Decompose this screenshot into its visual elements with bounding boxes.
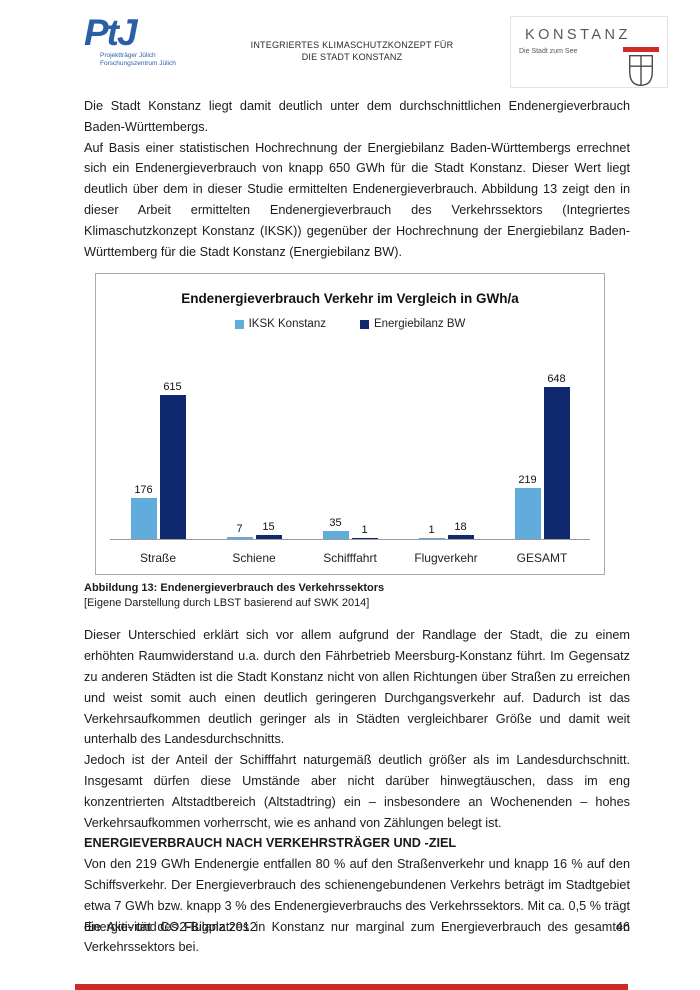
bar-value-label: 219 [518,474,537,487]
bar [514,488,541,540]
section-heading: ENERGIEVERBRAUCH NACH VERKEHRSTRÄGER UND… [84,836,457,851]
bar-wrap: 18 [447,521,474,540]
bar-value-label: 615 [163,381,182,394]
bar [255,535,282,540]
bar-value-label: 1 [361,524,368,537]
legend-label: IKSK Konstanz [248,318,326,331]
bar-wrap: 35 [322,517,349,540]
bar-wrap: 15 [255,521,282,540]
bar [226,537,253,540]
bar-group: 35 1 [302,364,398,540]
page-footer: Energie- und CO2-Bilanz 2012 46 [84,920,630,934]
shield-icon [629,54,653,86]
category-label: Flugverkehr [414,551,478,566]
bottom-accent-bar [75,984,628,990]
bar-group: 219 648 [494,364,590,540]
bar-wrap: 7 [226,523,253,540]
chart-categories: Straße Schiene Schifffahrt Flugverkehr GESAM… [110,551,590,565]
footer-document-title: Energie- und CO2-Bilanz 2012 [84,920,257,934]
bar-wrap: 648 [543,373,570,540]
header-title-line1: INTEGRIERTES KLIMASCHUTZKONZEPT FÜR [250,40,454,50]
category-label: Schifffahrt [323,551,377,566]
ptj-logo-line1: Projektträger Jülich [100,52,156,59]
figure-caption-title: Abbildung 13: Endenergieverbrauch des Ve… [84,582,385,595]
bar [351,538,378,540]
figure-caption-source: [Eigene Darstellung durch LBST basierend… [84,597,370,610]
chart-plot: 176 615 7 15 35 1 1 18 219 648 [110,364,590,541]
ptj-logo: PtJ Projektträger Jülich Forschungszentr… [84,12,194,68]
bar-wrap: 1 [351,524,378,540]
konstanz-shield-icon [623,47,659,87]
konstanz-logo-name: KONSTANZ [525,27,631,43]
bar-value-label: 176 [134,484,153,497]
konstanz-logo-tagline: Die Stadt zum See [519,48,578,55]
bar-chart: Endenergieverbrauch Verkehr im Vergleich… [95,273,605,576]
bar-value-label: 1 [428,524,435,537]
bar [447,535,474,540]
bar [130,498,157,540]
header-title-line2: DIE STADT KONSTANZ [301,51,403,62]
legend-label: Energiebilanz BW [373,318,466,331]
paragraph-1: Die Stadt Konstanz liegt damit deutlich … [84,99,630,134]
bar-value-label: 648 [547,373,566,386]
bar-wrap: 1 [418,524,445,540]
ptj-logo-subtext: Projektträger Jülich Forschungszentrum J… [100,52,194,68]
bar-group: 1 18 [398,364,494,540]
bar-wrap: 219 [514,474,541,540]
legend-swatch-icon [359,319,369,329]
category-label: GESAMT [516,551,568,566]
bar [543,387,570,540]
bar [418,538,445,540]
konstanz-logo: KONSTANZ Die Stadt zum See [510,16,668,88]
page-content: Die Stadt Konstanz liegt damit deutlich … [0,96,700,958]
ptj-logo-line2: Forschungszentrum Jülich [100,60,176,67]
legend-item: IKSK Konstanz [234,318,326,331]
category-label: Schiene [232,551,276,566]
bar-value-label: 15 [262,521,275,534]
paragraph-4: Jedoch ist der Anteil der Schifffahrt na… [84,753,630,830]
bar [322,531,349,540]
legend-item: Energiebilanz BW [359,318,466,331]
legend-swatch-icon [234,319,244,329]
chart-legend: IKSK Konstanz Energiebilanz BW [96,318,604,330]
paragraph-3: Dieser Unterschied erklärt sich vor alle… [84,628,630,747]
document-header-title: INTEGRIERTES KLIMASCHUTZKONZEPT FÜR DIE … [194,40,510,63]
category-label: Straße [139,551,176,566]
konstanz-redbar [623,47,659,52]
bar-value-label: 35 [329,517,342,530]
page-number: 46 [615,920,630,934]
bar [159,395,186,540]
bar-group: 176 615 [110,364,206,540]
bar-group: 7 15 [206,364,302,540]
bar-value-label: 7 [236,523,243,536]
bar-wrap: 176 [130,484,157,540]
ptj-logo-text: PtJ [84,12,138,53]
bar-wrap: 615 [159,381,186,540]
bar-value-label: 18 [454,521,467,534]
figure-caption: Abbildung 13: Endenergieverbrauch des Ve… [84,581,630,611]
page-header: PtJ Projektträger Jülich Forschungszentr… [0,0,700,88]
chart-title: Endenergieverbrauch Verkehr im Vergleich… [181,291,519,307]
paragraph-5: Von den 219 GWh Endenergie entfallen 80 … [84,857,630,955]
paragraph-2: Auf Basis einer statistischen Hochrechnu… [84,140,630,259]
